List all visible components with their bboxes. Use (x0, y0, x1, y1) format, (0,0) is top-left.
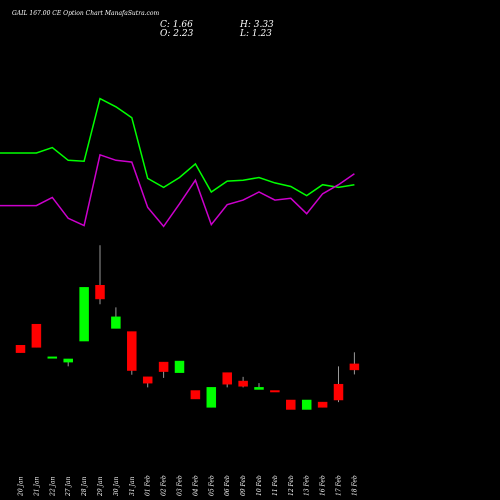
candle-body (222, 372, 232, 385)
candle-body (158, 361, 169, 372)
x-tick-label: 29 Jan (97, 476, 104, 497)
candle-09-feb (238, 376, 248, 388)
candle-body (142, 376, 153, 384)
candle-body (79, 287, 89, 342)
candle-28-jan (79, 287, 89, 342)
close-value: C: 1.66 (160, 20, 193, 30)
x-tick-label: 12 Feb (288, 475, 295, 496)
candle-body (333, 383, 344, 401)
candle-18-feb (349, 352, 360, 375)
x-axis-ticks: 20 Jan 21 Jan 22 Jan 27 Jan 28 Jan 29 Jan 30 J… (18, 475, 359, 497)
high-value: H: 3.33 (239, 20, 274, 30)
candle-29-jan (95, 245, 105, 305)
x-tick-label: 20 Jan (18, 476, 25, 497)
x-tick-label: 10 Feb (256, 475, 263, 496)
x-tick-label: 31 Jan (129, 476, 136, 496)
x-tick-label: 27 Jan (65, 476, 72, 497)
x-tick-label: 21 Jan (33, 476, 40, 497)
candle-06-feb (222, 372, 232, 388)
x-tick-label: 30 Jan (113, 476, 120, 496)
candle-body (15, 345, 26, 353)
low-value: L: 1.23 (239, 29, 272, 39)
x-tick-label: 22 Jan (49, 476, 56, 497)
candle-16-feb (317, 401, 328, 408)
candle-10-feb (254, 383, 264, 390)
candle-02-feb (158, 361, 169, 378)
magenta-line-series (0, 153, 355, 228)
x-tick-label: 17 Feb (336, 475, 343, 496)
candle-13-feb (301, 399, 312, 410)
candle-body (206, 387, 217, 408)
candle-body (270, 390, 280, 393)
candle-31-jan (127, 331, 137, 375)
x-tick-label: 04 Feb (192, 475, 199, 496)
candle-01-feb (142, 376, 153, 388)
candle-04-feb (190, 390, 201, 400)
chart-title: GAIL 167.00 CE Option Chart ManafaSutra.… (12, 10, 160, 17)
x-tick-label: 05 Feb (208, 475, 215, 496)
candle-17-feb (333, 366, 344, 403)
x-tick-label: 16 Feb (320, 475, 327, 496)
candles (15, 245, 360, 410)
candle-body (111, 316, 121, 329)
candle-body (238, 380, 248, 387)
candle-27-jan (63, 358, 73, 367)
candle-body (127, 331, 137, 371)
candle-body (31, 323, 42, 348)
candle-body (301, 399, 312, 410)
candle-05-feb (206, 387, 217, 408)
candle-30-jan (111, 307, 121, 329)
candle-body (95, 285, 105, 300)
x-tick-label: 18 Feb (351, 475, 358, 496)
x-tick-label: 28 Jan (81, 476, 88, 497)
x-tick-label: 09 Feb (240, 475, 247, 496)
candle-body (174, 360, 185, 373)
x-tick-label: 01 Feb (145, 475, 152, 496)
candle-03-feb (174, 360, 185, 373)
x-tick-label: 13 Feb (304, 475, 311, 496)
candle-20-jan (15, 345, 26, 353)
x-tick-label: 11 Feb (272, 475, 279, 496)
candle-body (254, 387, 264, 390)
candle-body (47, 356, 58, 359)
candle-body (317, 401, 328, 408)
candle-body (63, 358, 73, 363)
open-value: O: 2.23 (160, 29, 194, 39)
green-line-series (0, 97, 355, 197)
candle-22-jan (47, 356, 58, 359)
x-tick-label: 06 Feb (224, 475, 231, 496)
candle-12-feb (286, 399, 296, 410)
candle-21-jan (31, 323, 42, 348)
candle-11-feb (270, 390, 280, 393)
x-tick-label: 03 Feb (177, 475, 184, 496)
x-tick-label: 02 Feb (161, 475, 168, 496)
candle-body (349, 363, 360, 371)
candle-body (190, 390, 201, 400)
indicator-lines (0, 97, 355, 228)
candle-body (286, 399, 296, 410)
